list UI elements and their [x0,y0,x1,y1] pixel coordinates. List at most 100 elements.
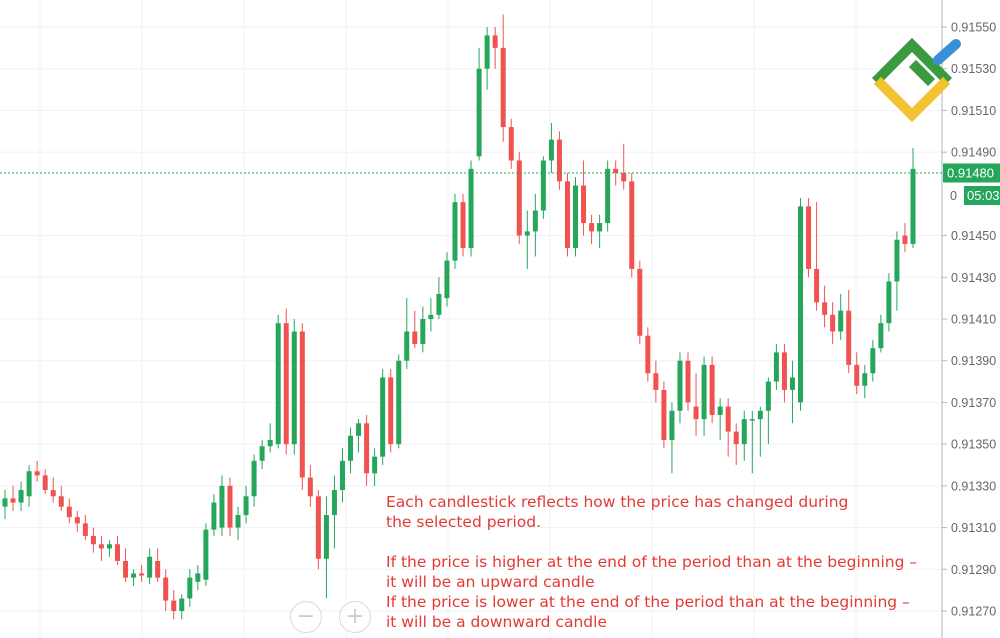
zoom-in-button[interactable]: + [339,601,371,633]
candle-body [163,577,169,601]
candle-down [500,14,506,142]
candle-body [741,419,747,445]
candle-up [179,594,185,620]
candle-up [203,523,209,586]
candle-body [564,181,570,249]
candle-body [781,352,787,390]
candle-body [155,560,161,578]
candle-down [781,344,787,403]
candle-body [725,406,731,432]
candle-up [669,402,675,474]
candle-body [34,471,40,476]
candle-up [106,540,112,557]
candle-body [484,35,490,69]
candle-down [364,414,370,486]
candle-body [573,185,579,249]
candle-down [82,515,88,541]
candle-body [621,173,627,182]
candle-body [372,456,378,474]
candle-body [74,517,80,524]
candle-body [404,331,410,361]
candle-down [830,302,836,345]
y-tick-label: 0.91550 [951,21,996,35]
candle-up [573,177,579,257]
candle-body [806,206,812,269]
candle-up [211,494,217,536]
candle-body [733,431,739,445]
candle-body [114,544,120,561]
chart-grid [0,0,942,638]
candle-up [870,339,876,382]
candle-up [404,298,410,370]
candle-up [323,496,329,599]
candle-down [693,373,699,436]
candle-down [155,548,161,582]
candle-down [733,423,739,465]
candle-body [878,323,884,349]
candle-down [58,485,64,511]
candle-body [50,490,56,497]
candle-up [195,565,201,591]
candle-timer-badge [964,186,1000,205]
candle-body [669,410,675,440]
candle-up [187,569,193,607]
current-price-label: 0.91480 [947,166,994,181]
candle-body [98,544,104,549]
candle-down [581,160,587,236]
candle-down [645,327,651,382]
candle-body [822,302,828,315]
candle-down [42,469,48,495]
candle-body [315,496,321,559]
candle-body [757,410,763,420]
candle-up [838,293,844,340]
zoom-out-button[interactable]: − [290,601,322,633]
candle-down [74,510,80,532]
candle-body [629,181,635,269]
candle-body [388,377,394,445]
candle-body [171,600,177,611]
candle-body [846,310,852,365]
candle-down [556,131,562,190]
candle-body [348,435,354,461]
candle-up [235,506,241,541]
candle-down [114,535,120,566]
candle-up [26,465,32,507]
candle-up [468,160,474,257]
candle-up [886,273,892,332]
candle-body [66,506,72,518]
candle-down [508,118,514,169]
y-tick-label: 0.91390 [951,354,996,368]
candle-body [581,185,587,224]
y-tick-label: 0.91370 [951,396,996,410]
candle-body [267,439,273,447]
candle-up [532,193,538,257]
candle-body [299,331,305,478]
candle-body [428,314,434,319]
explanation-line: it will be a downward candle [386,613,607,631]
candle-up [267,423,273,453]
candle-up [436,277,442,319]
candle-down [822,285,828,328]
candle-down [589,214,595,244]
candle-up [147,548,153,584]
price-axis-ticks: 0.91550 0.91530 0.91510 0.91490 0.91450 0.914… [942,21,996,619]
candle-body [452,202,458,261]
candle-up [484,27,490,90]
candle-body [886,281,892,324]
candle-body [717,406,723,415]
candle-body [10,498,16,503]
candle-body [187,577,193,599]
candle-body [597,223,603,232]
candle-body [492,35,498,48]
candle-body [677,360,683,411]
candle-up [356,419,362,453]
candle-body [331,490,337,516]
candle-body [307,477,313,497]
candle-up [339,448,345,503]
y-tick-label: 0.91410 [951,313,996,327]
candle-body [147,556,153,578]
candle-body [613,168,619,173]
candle-up [131,569,137,586]
candle-body [58,496,64,507]
